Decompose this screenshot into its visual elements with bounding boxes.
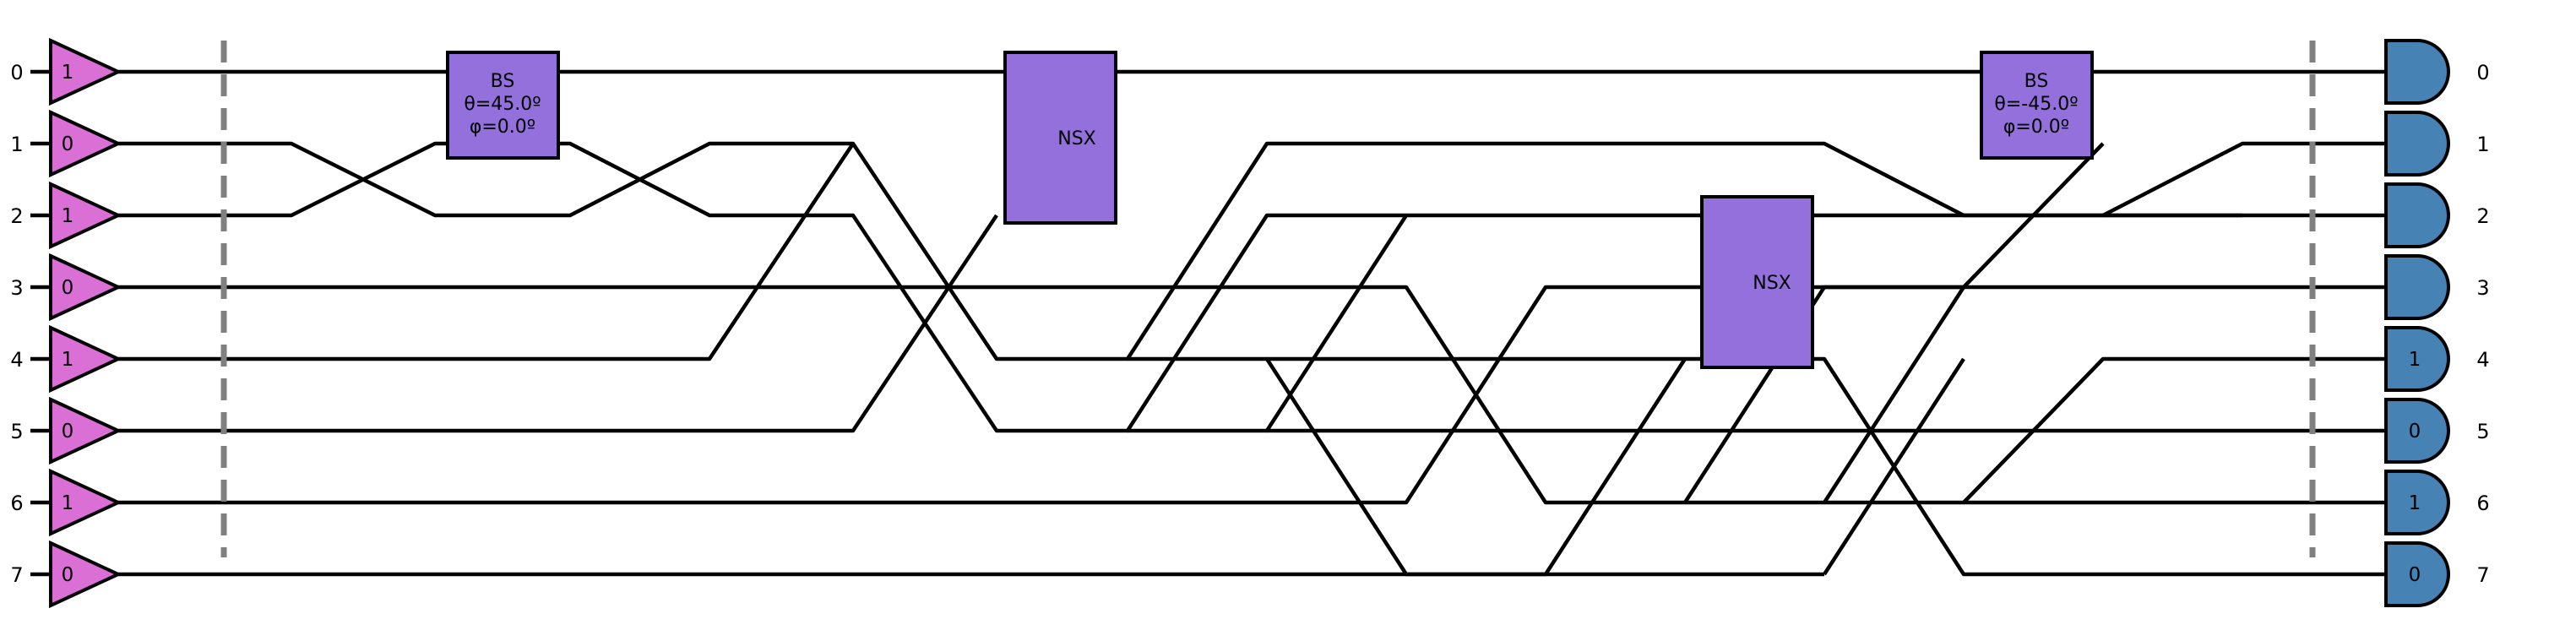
- output-detector: 1: [2384, 470, 2450, 535]
- input-source: 0: [49, 109, 122, 178]
- wire-path: [1685, 356, 2386, 577]
- mode-label-right: 6: [2476, 492, 2489, 515]
- input-source: 1: [49, 37, 122, 106]
- input-source: 0: [49, 540, 122, 609]
- wire-path: [118, 141, 2386, 433]
- wire-path: [118, 214, 998, 433]
- gate-nsx-2[interactable]: NSX: [1700, 195, 1814, 369]
- mode-label-right: 3: [2476, 276, 2489, 300]
- gate-label: BS: [491, 71, 515, 92]
- mode-label-left: 6: [10, 492, 23, 515]
- gate-param-phi: φ=0.0º: [470, 117, 535, 138]
- wires: [118, 69, 2386, 577]
- wire-path: [1685, 285, 1965, 505]
- input-sources: 1 0 1 0 1 0 1 0: [49, 37, 122, 609]
- input-source: 0: [49, 396, 122, 465]
- output-detector: [2384, 182, 2450, 248]
- input-source: 1: [49, 181, 122, 250]
- mode-label-right: 5: [2476, 420, 2489, 443]
- mode-label-left: 4: [10, 348, 23, 372]
- input-photon-count: 0: [62, 421, 74, 443]
- gate-param-theta: θ=45.0º: [464, 94, 541, 115]
- mode-label-left: 5: [10, 420, 23, 443]
- output-detectors: 1 0 1 0: [2384, 39, 2450, 607]
- gate-label: BS: [2024, 71, 2049, 92]
- output-detector: 1: [2384, 326, 2450, 392]
- input-stubs: [30, 69, 51, 577]
- gate-bs-1[interactable]: BS θ=45.0º φ=0.0º: [446, 51, 560, 160]
- wire-path: [118, 142, 855, 361]
- input-source: 0: [49, 253, 122, 322]
- input-photon-count: 1: [62, 205, 74, 227]
- output-detector: 0: [2384, 541, 2450, 607]
- gate-nsx-1[interactable]: NSX: [1003, 51, 1117, 225]
- wire-path: [118, 285, 2386, 505]
- mode-labels-right: 0 1 2 3 4 5 6 7: [2476, 61, 2489, 587]
- wire-path: [118, 141, 2386, 361]
- detector-count: 0: [2409, 564, 2421, 586]
- mode-label-right: 7: [2476, 563, 2489, 587]
- detector-count: 1: [2409, 492, 2421, 514]
- output-detector: [2384, 254, 2450, 320]
- mode-label-right: 1: [2476, 133, 2489, 156]
- gate-label: NSX: [1753, 273, 1791, 294]
- wire-path: [1128, 356, 1685, 577]
- gate-label: NSX: [1057, 128, 1096, 149]
- output-detector: [2384, 39, 2450, 105]
- detector-count: 0: [2409, 421, 2421, 443]
- output-detector: 0: [2384, 398, 2450, 464]
- input-source: 1: [49, 324, 122, 394]
- gate-param-theta: θ=-45.0º: [1994, 94, 2078, 115]
- detector-count: 1: [2409, 349, 2421, 371]
- mode-label-right: 4: [2476, 348, 2489, 372]
- output-detector: [2384, 111, 2450, 177]
- mode-label-left: 1: [10, 133, 23, 156]
- input-source: 1: [49, 468, 122, 537]
- gate-bs-2[interactable]: BS θ=-45.0º φ=0.0º: [1980, 51, 2094, 160]
- input-photon-count: 0: [62, 564, 74, 586]
- input-photon-count: 0: [62, 133, 74, 155]
- input-photon-count: 1: [62, 349, 74, 371]
- input-photon-count: 0: [62, 277, 74, 299]
- mode-label-left: 7: [10, 563, 23, 587]
- gate-param-phi: φ=0.0º: [2003, 117, 2069, 138]
- mode-label-right: 2: [2476, 204, 2489, 228]
- wire-path: [118, 357, 1687, 577]
- input-photon-count: 1: [62, 62, 74, 84]
- mode-label-left: 2: [10, 204, 23, 228]
- wire-path: [1823, 357, 1965, 576]
- wire-path: [1824, 356, 2386, 505]
- mode-label-right: 0: [2476, 61, 2489, 84]
- wire-path: [1128, 214, 1408, 433]
- mode-labels-left: 0 1 2 3 4 5 6 7: [10, 61, 23, 587]
- mode-label-left: 0: [10, 61, 23, 84]
- input-photon-count: 1: [62, 492, 74, 514]
- mode-label-left: 3: [10, 276, 23, 300]
